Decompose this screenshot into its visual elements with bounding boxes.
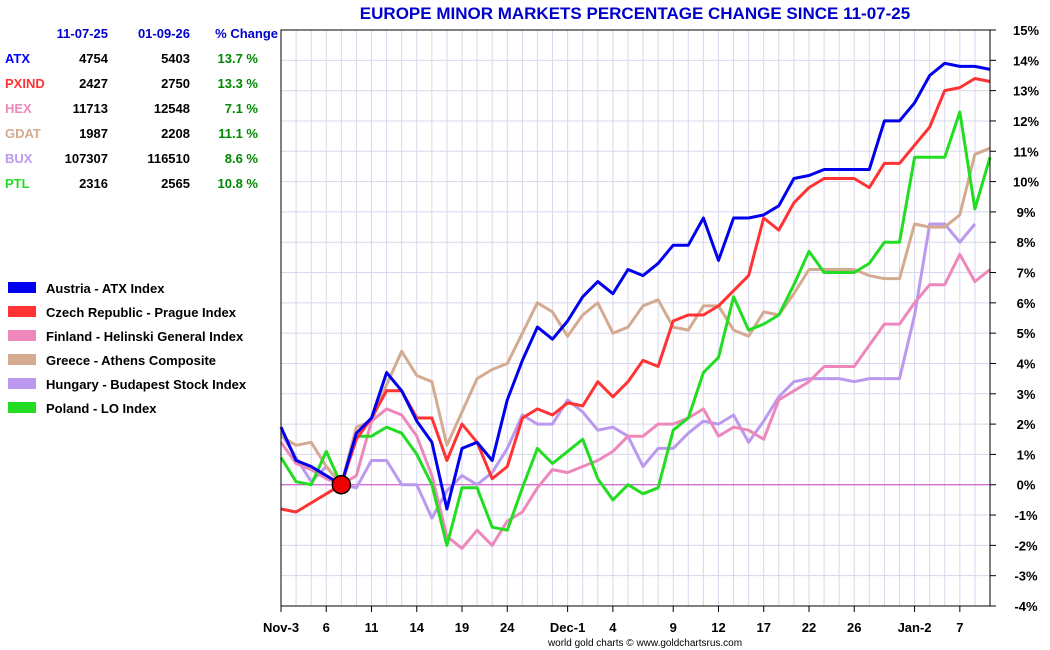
series-line-3	[280, 146, 991, 487]
x-tick-label: 26	[847, 620, 861, 635]
legend-swatch	[8, 354, 36, 365]
x-tick-label: 6	[323, 620, 330, 635]
y-tick-label: 3%	[1017, 387, 1036, 402]
table-start-value: 1987	[79, 126, 108, 141]
x-tick-label: 11	[365, 620, 379, 635]
x-tick-label: 4	[609, 620, 617, 635]
legend-swatch	[8, 378, 36, 389]
x-tick-label: Dec-1	[550, 620, 585, 635]
legend-label: Czech Republic - Prague Index	[46, 305, 237, 320]
table-start-value: 2316	[79, 176, 108, 191]
y-tick-label: 11%	[1013, 144, 1039, 159]
table-change-value: 13.3 %	[218, 76, 259, 91]
chart-credit: world gold charts © www.goldchartsrus.co…	[547, 638, 742, 649]
table-end-value: 2208	[161, 126, 190, 141]
x-tick-label: 22	[802, 620, 816, 635]
legend-label: Hungary - Budapest Stock Index	[46, 377, 247, 392]
table-change-value: 8.6 %	[225, 151, 259, 166]
x-axis: Nov-3 6 11 14 19 24 Dec-1 4 9 12 17 22 26 Jan-2 7	[263, 606, 963, 635]
y-tick-label: 1%	[1017, 447, 1036, 462]
legend-swatch	[8, 306, 36, 317]
legend-label: Poland - LO Index	[46, 401, 157, 416]
y-axis: -4% -3% -2% -1% 0% 1% 2% 3% 4% 5% 6% 7% 8% 9% 10% 11% 12…	[990, 23, 1039, 614]
table-code: ATX	[5, 51, 30, 66]
x-tick-label: Nov-3	[263, 620, 299, 635]
series-line-5	[279, 110, 992, 547]
y-tick-label: -3%	[1014, 569, 1038, 584]
x-tick-label: 14	[410, 620, 425, 635]
series-layer	[279, 61, 992, 550]
summary-table: 11-07-25 01-09-26 % Change ATX 4754 5403 13…	[5, 26, 278, 191]
legend-swatch	[8, 330, 36, 341]
x-tick-label: 24	[500, 620, 515, 635]
legend-label: Finland - Helinski General Index	[46, 329, 244, 344]
table-end-value: 5403	[161, 51, 190, 66]
table-start-value: 2427	[79, 76, 108, 91]
table-end-value: 116510	[147, 151, 190, 166]
table-code: GDAT	[5, 126, 41, 141]
y-tick-label: 9%	[1017, 205, 1036, 220]
table-change-value: 7.1 %	[225, 101, 259, 116]
baseline-marker	[331, 474, 352, 495]
chart-title: EUROPE MINOR MARKETS PERCENTAGE CHANGE S…	[360, 4, 910, 23]
legend: Austria - ATX Index Czech Republic - Prag…	[8, 281, 247, 416]
y-tick-label: -4%	[1014, 599, 1038, 614]
y-tick-label: -2%	[1014, 538, 1038, 553]
y-tick-label: 0%	[1017, 478, 1036, 493]
legend-swatch	[8, 402, 36, 413]
table-header-start: 11-07-25	[57, 26, 108, 41]
series-line-0	[279, 61, 991, 511]
y-tick-label: 12%	[1013, 114, 1039, 129]
x-tick-label: 7	[956, 620, 963, 635]
x-tick-label: 12	[711, 620, 725, 635]
table-change-value: 11.1 %	[218, 126, 258, 141]
x-tick-label: 17	[756, 620, 770, 635]
table-end-value: 12548	[154, 101, 190, 116]
table-header-change: % Change	[215, 26, 278, 41]
table-start-value: 107307	[65, 151, 108, 166]
table-code: PTL	[5, 176, 30, 191]
table-header-end: 01-09-26	[138, 26, 190, 41]
series-line-1	[280, 77, 991, 514]
y-tick-label: 5%	[1017, 326, 1036, 341]
table-change-value: 13.7 %	[218, 51, 259, 66]
legend-label: Greece - Athens Composite	[46, 353, 216, 368]
y-tick-label: -1%	[1014, 508, 1038, 523]
table-code: BUX	[5, 151, 33, 166]
chart-grid	[280, 29, 991, 607]
y-tick-label: 13%	[1013, 84, 1039, 99]
y-tick-label: 8%	[1017, 235, 1036, 250]
y-tick-label: 14%	[1013, 53, 1039, 68]
legend-label: Austria - ATX Index	[46, 281, 165, 296]
x-tick-label: 9	[670, 620, 677, 635]
table-end-value: 2565	[161, 176, 190, 191]
table-code: PXIND	[5, 76, 45, 91]
table-end-value: 2750	[161, 76, 190, 91]
table-start-value: 4754	[79, 51, 109, 66]
y-tick-label: 6%	[1017, 296, 1036, 311]
table-start-value: 11713	[73, 101, 108, 116]
table-code: HEX	[5, 101, 32, 116]
legend-swatch	[8, 282, 36, 293]
y-tick-label: 2%	[1017, 417, 1036, 432]
y-tick-label: 7%	[1017, 266, 1036, 281]
y-tick-label: 15%	[1013, 23, 1039, 38]
x-tick-label: 19	[455, 620, 469, 635]
series-line-2	[279, 252, 991, 550]
x-tick-label: Jan-2	[898, 620, 932, 635]
table-change-value: 10.8 %	[218, 176, 259, 191]
plot-frame	[280, 29, 991, 607]
y-tick-label: 10%	[1013, 175, 1039, 190]
y-tick-label: 4%	[1017, 356, 1036, 371]
